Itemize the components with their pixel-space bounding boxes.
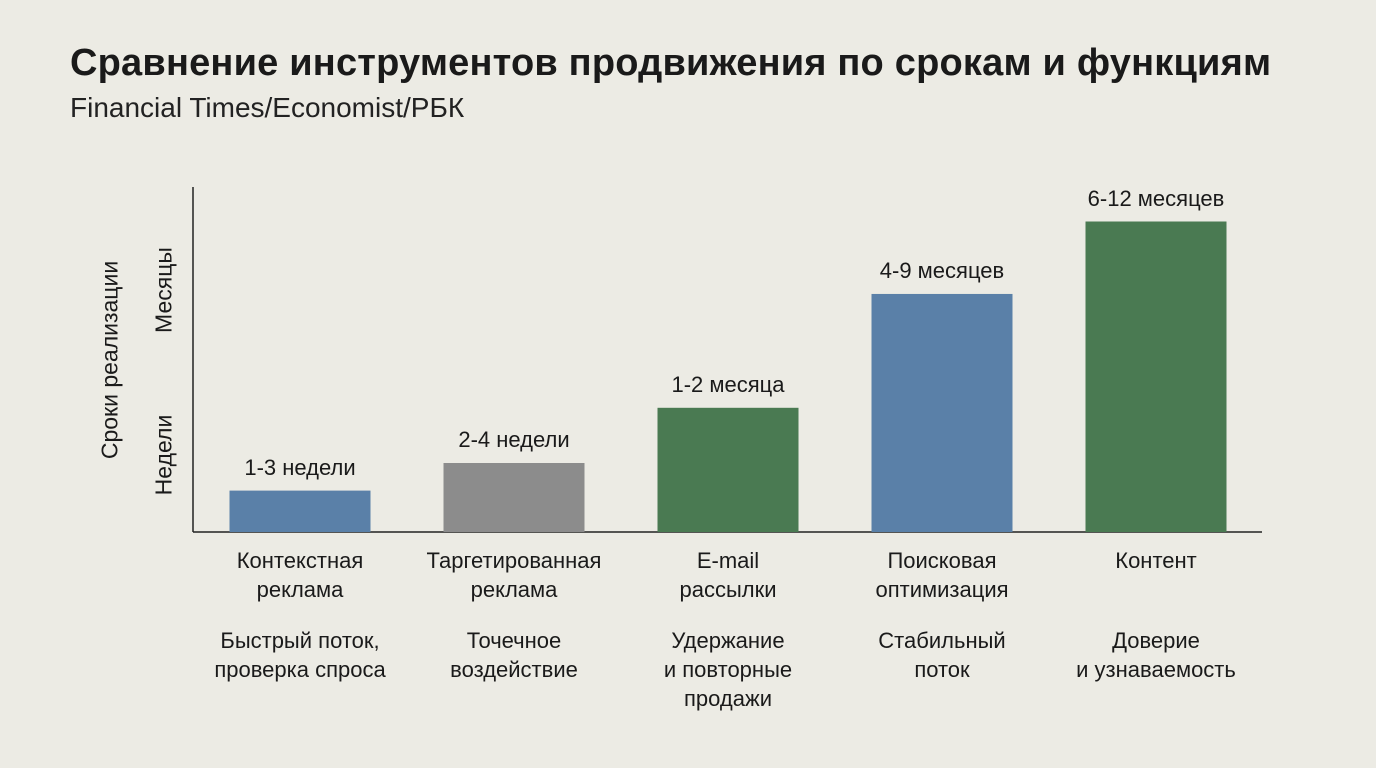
function-label-2: Точечное воздействие	[404, 626, 624, 684]
category-label-line: реклама	[470, 577, 558, 602]
function-label-line: Доверие	[1112, 628, 1200, 653]
bar-value-label-1: 1-3 недели	[244, 454, 356, 480]
bar-4	[871, 293, 1013, 532]
function-label-line: и узнаваемость	[1076, 657, 1236, 682]
function-label-5: Доверие и узнаваемость	[1046, 626, 1266, 684]
function-label-3: Удержание и повторные продажи	[618, 626, 838, 713]
function-label-line: Удержание	[671, 628, 785, 653]
bar-1	[229, 490, 371, 532]
category-label-1: Контекстная реклама	[190, 546, 410, 604]
function-label-line: Быстрый поток,	[220, 628, 380, 653]
function-label-line: Точечное	[466, 628, 562, 653]
function-label-line: воздействие	[450, 657, 578, 682]
function-label-line: продажи	[684, 686, 772, 711]
bar-value-label-2: 2-4 недели	[458, 427, 570, 452]
category-label-line: реклама	[256, 577, 344, 602]
chart-subtitle: Financial Times/Economist/РБК	[70, 92, 465, 123]
category-label-line: оптимизация	[875, 577, 1009, 602]
category-label-5: Контент	[1046, 546, 1266, 575]
bar-5	[1085, 221, 1227, 532]
category-label-line: рассылки	[679, 577, 777, 602]
category-label-3: E-mail рассылки	[618, 546, 838, 604]
bar-value-label-4: 4-9 месяцев	[879, 257, 1005, 283]
bar-3	[657, 407, 799, 532]
bar-value-label-3: 1-2 месяца	[671, 371, 785, 397]
category-label-line: Таргетированная	[426, 548, 602, 573]
category-label-4: Поисковая оптимизация	[832, 546, 1052, 604]
category-label-line: Контекстная	[236, 548, 364, 573]
bar-value-label-5: 6-12 месяцев	[1087, 185, 1225, 211]
category-label-line: Поисковая	[887, 548, 997, 573]
category-label-line: E-mail	[696, 548, 760, 573]
category-label-line: Контент	[1115, 548, 1197, 573]
category-label-2: Таргетированная реклама	[404, 546, 624, 604]
function-label-4: Стабильный поток	[832, 626, 1052, 684]
bar-2	[443, 463, 585, 532]
function-label-line: проверка спроса	[214, 657, 386, 682]
function-label-line: и повторные	[663, 657, 793, 682]
function-label-line: поток	[914, 657, 970, 682]
function-label-1: Быстрый поток, проверка спроса	[190, 626, 410, 684]
function-label-line: Стабильный	[878, 628, 1006, 653]
chart-title: Сравнение инструментов продвижения по ср…	[70, 42, 1272, 84]
